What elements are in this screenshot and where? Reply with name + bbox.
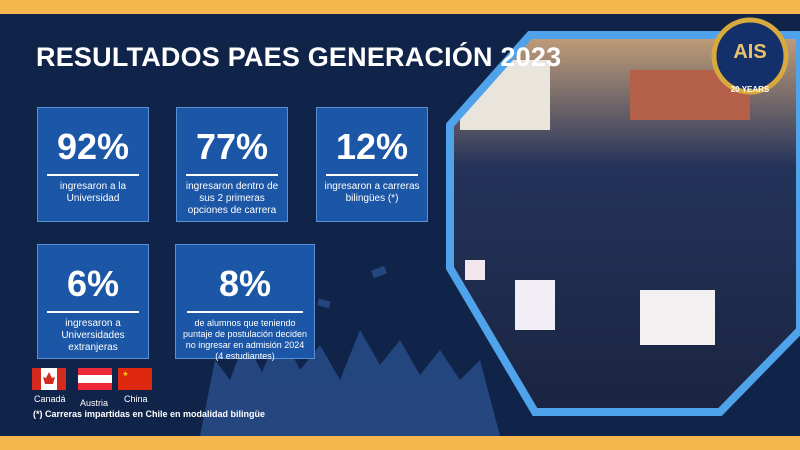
country-name: Canadá bbox=[34, 394, 66, 404]
stat-label: ingresaron a la Universidad bbox=[59, 181, 127, 204]
stat-box: 77% ingresaron dentro de sus 2 primeras o… bbox=[176, 107, 288, 222]
logo-text: AIS bbox=[733, 41, 766, 63]
logo-years: 20 YEARS bbox=[731, 85, 770, 94]
stat-label: de alumnos que teniendo puntaje de postu… bbox=[182, 318, 308, 361]
logo bbox=[711, 17, 789, 95]
stat-box: 12% ingresaron a carreras bilingües (*) bbox=[316, 107, 428, 222]
stat-value: 12% bbox=[335, 126, 409, 167]
flag-china bbox=[118, 368, 152, 390]
stat-label: ingresaron a carreras bilingües (*) bbox=[324, 181, 420, 204]
stat-box: 92% ingresaron a la Universidad bbox=[37, 107, 149, 222]
country-name: China bbox=[124, 394, 148, 404]
top-band bbox=[0, 0, 800, 14]
bottom-band bbox=[0, 436, 800, 450]
flag-canada bbox=[32, 368, 66, 390]
stat-value: 8% bbox=[218, 263, 272, 304]
footnote: (*) Carreras impartidas en Chile en moda… bbox=[33, 409, 266, 419]
title: RESULTADOS PAES GENERACIÓN 2023 bbox=[36, 42, 562, 72]
country-name: Austria bbox=[80, 398, 109, 408]
stat-value: 6% bbox=[66, 263, 120, 304]
stat-box: 6% ingresaron a Universidades extranjeras bbox=[37, 244, 149, 359]
stat-label: ingresaron dentro de sus 2 primeras opci… bbox=[185, 181, 279, 216]
flag-austria bbox=[78, 368, 112, 390]
stat-box: 8% de alumnos que teniendo puntaje de pos… bbox=[175, 244, 315, 361]
stat-label: ingresaron a Universidades extranjeras bbox=[61, 318, 125, 353]
stat-value: 92% bbox=[56, 126, 130, 167]
stat-value: 77% bbox=[195, 126, 269, 167]
photo-frame bbox=[446, 31, 800, 416]
